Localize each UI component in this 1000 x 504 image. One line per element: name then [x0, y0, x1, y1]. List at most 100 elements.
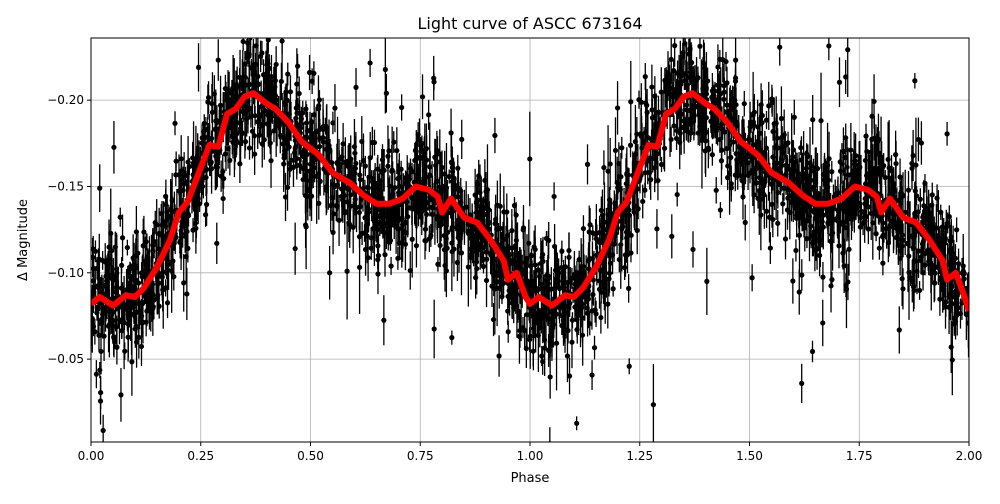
data-point: [357, 265, 362, 270]
data-point: [792, 176, 797, 181]
data-point: [330, 230, 335, 235]
data-point: [385, 164, 390, 169]
data-point: [531, 279, 536, 284]
data-point: [183, 173, 188, 178]
data-point: [432, 326, 437, 331]
data-point: [900, 286, 905, 291]
data-point: [108, 316, 113, 321]
data-point: [615, 185, 620, 190]
data-point: [618, 242, 623, 247]
data-point: [370, 140, 375, 145]
data-point: [874, 231, 879, 236]
data-point: [422, 148, 427, 153]
data-point: [141, 229, 146, 234]
data-point: [890, 218, 895, 223]
data-point: [651, 402, 656, 407]
data-point: [206, 95, 211, 100]
data-point: [886, 157, 891, 162]
data-point: [810, 117, 815, 122]
data-point: [911, 153, 916, 158]
data-point: [480, 238, 485, 243]
data-point: [435, 262, 440, 267]
data-point: [759, 102, 764, 107]
data-point: [431, 76, 436, 81]
data-point: [654, 226, 659, 231]
data-point: [950, 357, 955, 362]
data-point: [779, 116, 784, 121]
data-point: [125, 245, 130, 250]
data-point: [824, 211, 829, 216]
data-point: [495, 203, 500, 208]
data-point: [858, 224, 863, 229]
data-point: [243, 75, 248, 80]
data-point: [649, 84, 654, 89]
data-point: [262, 137, 267, 142]
data-point: [385, 15, 390, 20]
data-point: [323, 124, 328, 129]
data-point: [357, 234, 362, 239]
data-point: [674, 136, 679, 141]
data-point: [485, 206, 490, 211]
data-point: [537, 274, 542, 279]
data-point: [203, 212, 208, 217]
data-point: [880, 261, 885, 266]
data-point: [733, 58, 738, 63]
data-point: [639, 100, 644, 105]
data-point: [585, 311, 590, 316]
data-point: [230, 140, 235, 145]
data-point: [610, 252, 615, 257]
data-point: [318, 179, 323, 184]
data-point: [743, 220, 748, 225]
data-point: [382, 252, 387, 257]
data-point: [492, 133, 497, 138]
data-point: [954, 227, 959, 232]
data-point: [297, 91, 302, 96]
data-point: [893, 161, 898, 166]
data-point: [108, 231, 113, 236]
data-point: [361, 158, 366, 163]
data-point: [124, 287, 129, 292]
data-point: [232, 82, 237, 87]
data-point: [209, 136, 214, 141]
data-point: [248, 30, 253, 35]
data-point: [829, 169, 834, 174]
data-point: [592, 345, 597, 350]
data-point: [938, 210, 943, 215]
data-point: [768, 245, 773, 250]
data-point: [429, 205, 434, 210]
data-point: [617, 257, 622, 262]
data-point: [639, 134, 644, 139]
data-point: [241, 39, 246, 44]
data-point: [532, 244, 537, 249]
data-point: [585, 162, 590, 167]
data-point: [956, 261, 961, 266]
data-point: [283, 194, 288, 199]
data-point: [524, 346, 529, 351]
data-point: [944, 131, 949, 136]
data-point: [777, 160, 782, 165]
data-point: [384, 91, 389, 96]
data-point: [381, 318, 386, 323]
data-point: [259, 50, 264, 55]
data-point: [388, 263, 393, 268]
data-point: [933, 264, 938, 269]
data-point: [742, 101, 747, 106]
data-point: [590, 292, 595, 297]
data-point: [554, 266, 559, 271]
data-point: [97, 186, 102, 191]
data-point: [438, 159, 443, 164]
data-point: [122, 349, 127, 354]
data-point: [136, 280, 141, 285]
data-point: [226, 103, 231, 108]
data-point: [456, 226, 461, 231]
data-point: [308, 162, 313, 167]
data-point: [705, 78, 710, 83]
data-point: [662, 146, 667, 151]
data-point: [949, 345, 954, 350]
data-point: [408, 166, 413, 171]
data-point: [371, 186, 376, 191]
data-point: [331, 211, 336, 216]
data-point: [243, 82, 248, 87]
data-point: [775, 221, 780, 226]
data-point: [174, 159, 179, 164]
